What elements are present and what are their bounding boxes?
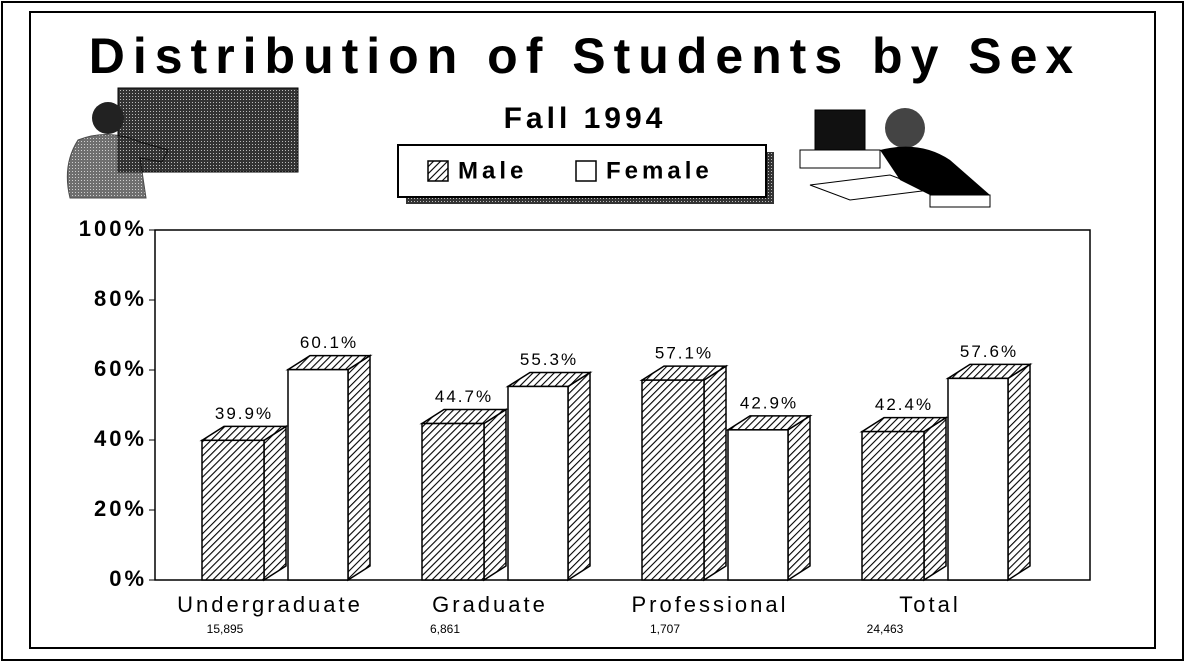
category-note: 6,861 bbox=[430, 622, 460, 636]
chart: Distribution of Students by Sex Fall 199… bbox=[0, 0, 1185, 662]
bar-side bbox=[788, 416, 810, 580]
y-tick-label: 0% bbox=[109, 566, 147, 591]
bar bbox=[508, 386, 568, 580]
y-tick-label: 60% bbox=[94, 356, 147, 381]
bar bbox=[202, 440, 264, 580]
x-tick-label: Professional bbox=[631, 592, 788, 617]
value-label: 55.3% bbox=[520, 350, 578, 369]
value-label: 57.1% bbox=[655, 344, 713, 363]
legend-label: Female bbox=[606, 157, 713, 184]
y-tick-label: 80% bbox=[94, 286, 147, 311]
chart-subtitle: Fall 1994 bbox=[504, 102, 667, 135]
legend-swatch bbox=[428, 161, 448, 181]
value-label: 60.1% bbox=[300, 333, 358, 352]
teacher-clipart bbox=[67, 88, 298, 198]
category-note: 1,707 bbox=[650, 622, 680, 636]
bar-side bbox=[484, 410, 506, 580]
bar bbox=[288, 370, 348, 580]
bar-side bbox=[704, 366, 726, 580]
y-tick-label: 40% bbox=[94, 426, 147, 451]
value-label: 42.9% bbox=[740, 393, 798, 412]
category-note: 15,895 bbox=[207, 622, 244, 636]
bar bbox=[948, 378, 1008, 580]
bar-side bbox=[1008, 364, 1030, 580]
bar-side bbox=[568, 372, 590, 580]
bar bbox=[642, 380, 704, 580]
value-label: 42.4% bbox=[875, 395, 933, 414]
value-label: 39.9% bbox=[215, 404, 273, 423]
category-note: 24,463 bbox=[867, 622, 904, 636]
value-label: 44.7% bbox=[435, 387, 493, 406]
bar bbox=[728, 430, 788, 580]
value-label: 57.6% bbox=[960, 342, 1018, 361]
computer-clipart bbox=[800, 108, 990, 207]
y-tick-label: 20% bbox=[94, 496, 147, 521]
bar bbox=[862, 432, 924, 580]
chart-title: Distribution of Students by Sex bbox=[89, 28, 1081, 84]
x-tick-label: Total bbox=[899, 592, 960, 617]
bar-side bbox=[264, 426, 286, 580]
bar-side bbox=[348, 356, 370, 580]
x-tick-label: Undergraduate bbox=[177, 592, 363, 617]
legend-swatch bbox=[576, 161, 596, 181]
y-tick-label: 100% bbox=[79, 216, 147, 241]
bar bbox=[422, 424, 484, 580]
legend-label: Male bbox=[458, 157, 527, 184]
bar-side bbox=[924, 418, 946, 580]
x-tick-label: Graduate bbox=[432, 592, 548, 617]
